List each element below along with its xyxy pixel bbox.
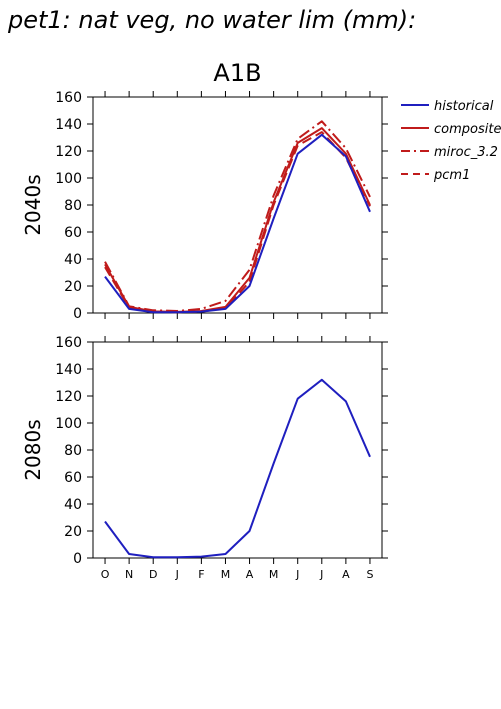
y-tick-label: 140: [55, 117, 82, 133]
x-tick-label: N: [125, 568, 133, 581]
chart-panel-2: 0 20 40 60 80 100 120 140 160 O N D J F M A M J J A S 2080s: [21, 335, 388, 581]
y-tick-label: 40: [64, 252, 82, 268]
series-line-historical: [104, 378, 371, 559]
x-tick-label: S: [366, 568, 373, 581]
y-tick-label: 160: [55, 335, 82, 351]
legend-label: historical: [434, 99, 494, 114]
y-tick-label: 20: [64, 524, 82, 540]
legend-label: pcm1: [433, 168, 470, 183]
y-tick-label: 140: [55, 362, 82, 378]
y-tick-label: 40: [64, 497, 82, 513]
y-tick-label: 20: [64, 279, 82, 295]
y-axis-label: 2040s: [21, 174, 45, 235]
y-tick-label: 100: [55, 171, 82, 187]
series-line-miroc-3-2: [104, 120, 371, 312]
x-tick-label: J: [295, 568, 299, 581]
chart-legend: historical composite miroc_3.2 pcm1: [401, 99, 501, 183]
x-tick-label: M: [221, 568, 231, 581]
x-tick-label: O: [101, 568, 110, 581]
plot-frame: [92, 341, 383, 559]
legend-label: composite: [434, 122, 501, 137]
series-line-composite: [104, 127, 371, 313]
series-line-historical: [104, 133, 371, 314]
y-tick-label: 0: [73, 551, 82, 567]
y-tick-label: 80: [64, 198, 82, 214]
y-tick-label: 120: [55, 144, 82, 160]
y-tick-label: 100: [55, 416, 82, 432]
y-tick-label: 0: [73, 306, 82, 322]
y-axis-label: 2080s: [21, 419, 45, 480]
chart-panels: 0 20 40 60 80 100 120 140 160 A1B 2040s 0 20 40 60 80 10…: [21, 59, 388, 581]
y-tick-label: 80: [64, 443, 82, 459]
y-tick-label: 160: [55, 90, 82, 106]
x-tick-label: J: [319, 568, 323, 581]
y-tick-label: 60: [64, 470, 82, 486]
legend-label: miroc_3.2: [434, 145, 498, 160]
chart-title: A1B: [213, 59, 261, 87]
plot-frame: [92, 96, 383, 314]
y-tick-label: 60: [64, 225, 82, 241]
x-tick-label: D: [149, 568, 157, 581]
x-tick-label: M: [269, 568, 279, 581]
x-tick-label: A: [342, 568, 350, 581]
series-line-pcm1: [104, 131, 371, 314]
x-tick-label: A: [246, 568, 254, 581]
x-tick-label: J: [175, 568, 179, 581]
page-title: pet1: nat veg, no water lim (mm):: [8, 6, 417, 34]
y-tick-label: 120: [55, 389, 82, 405]
x-tick-label: F: [198, 568, 204, 581]
chart-panel-1: 0 20 40 60 80 100 120 140 160 A1B 2040s: [21, 59, 388, 322]
